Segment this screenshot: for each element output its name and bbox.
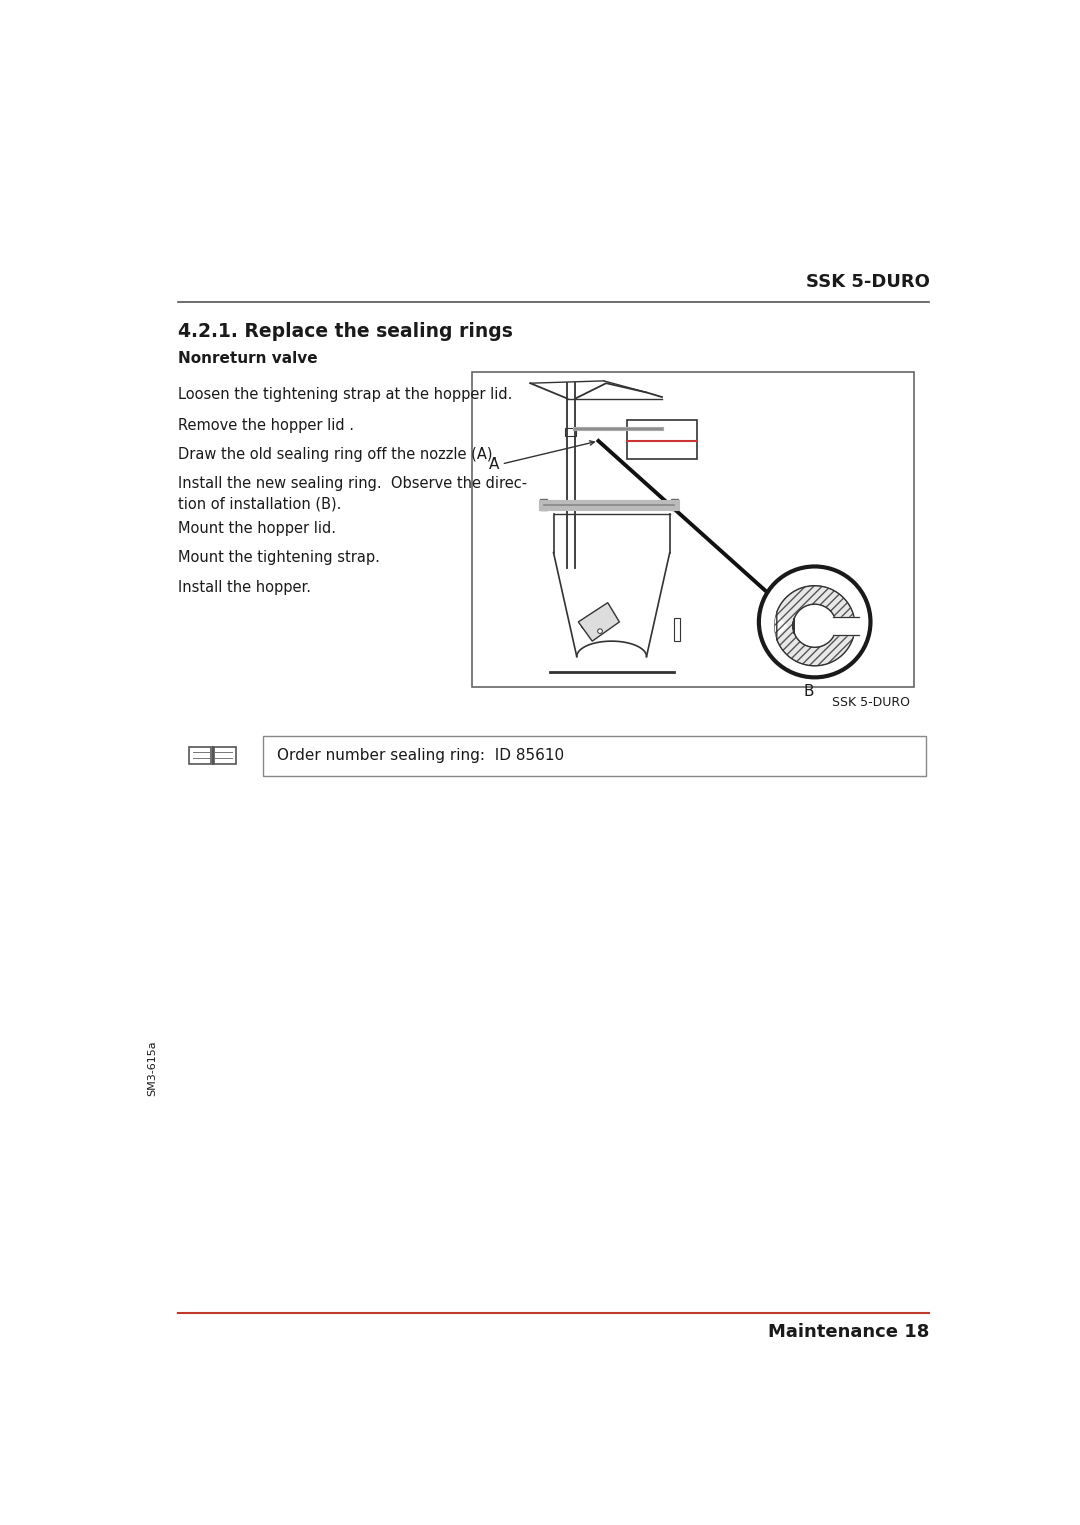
Text: Mount the hopper lid.: Mount the hopper lid. (177, 522, 336, 535)
Text: Maintenance 18: Maintenance 18 (768, 1322, 930, 1340)
Polygon shape (777, 586, 855, 666)
Text: SM3-615a: SM3-615a (147, 1040, 157, 1096)
Circle shape (581, 622, 588, 628)
Text: Draw the old sealing ring off the nozzle (A).: Draw the old sealing ring off the nozzle… (177, 447, 497, 462)
Bar (540, 500, 546, 511)
Bar (472, 372, 914, 688)
Circle shape (597, 628, 603, 633)
Text: B: B (804, 683, 813, 698)
Bar (262, 737, 926, 776)
Bar (565, 429, 576, 436)
Text: Remove the hopper lid .: Remove the hopper lid . (177, 418, 353, 433)
Bar (674, 618, 679, 640)
Text: SSK 5-DURO: SSK 5-DURO (832, 697, 910, 709)
Polygon shape (578, 602, 619, 640)
Bar (627, 421, 697, 459)
Text: Nonreturn valve: Nonreturn valve (177, 351, 318, 366)
Bar (672, 500, 678, 511)
Bar (189, 747, 211, 764)
Text: 4.2.1. Replace the sealing rings: 4.2.1. Replace the sealing rings (177, 322, 513, 342)
Text: Install the hopper.: Install the hopper. (177, 580, 311, 595)
Text: Mount the tightening strap.: Mount the tightening strap. (177, 551, 379, 566)
Bar (214, 747, 235, 764)
Text: A: A (488, 456, 499, 471)
Text: Loosen the tightening strap at the hopper lid.: Loosen the tightening strap at the hoppe… (177, 387, 512, 403)
Text: Order number sealing ring:  ID 85610: Order number sealing ring: ID 85610 (276, 749, 564, 764)
Text: Install the new sealing ring.  Observe the direc-
tion of installation (B).: Install the new sealing ring. Observe th… (177, 476, 527, 511)
Circle shape (759, 566, 870, 677)
Text: SSK 5-DURO: SSK 5-DURO (806, 273, 930, 291)
Polygon shape (833, 616, 859, 634)
